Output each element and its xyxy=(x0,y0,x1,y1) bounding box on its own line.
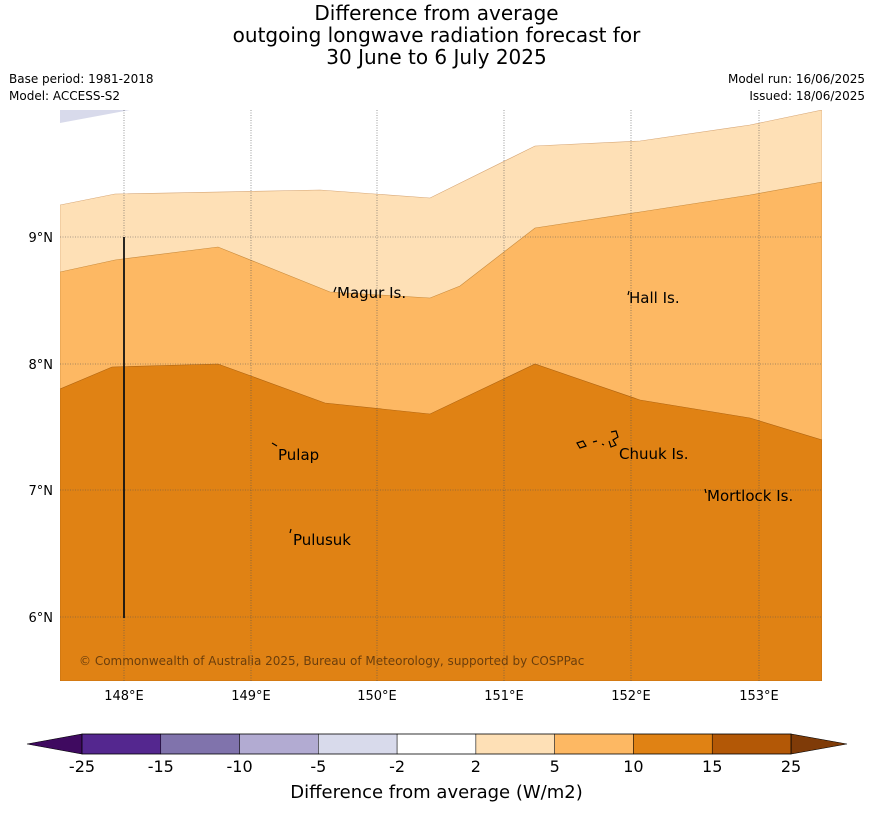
chuuk-island-shape-4 xyxy=(608,430,619,448)
title-line-1: Difference from average xyxy=(314,1,559,25)
colorbar-tick-label: 10 xyxy=(623,757,643,776)
colorbar-tick-label: 25 xyxy=(781,757,801,776)
hall-island-shape xyxy=(627,290,630,296)
colorbar-bin xyxy=(239,733,319,755)
copyright-notice: © Commonwealth of Australia 2025, Bureau… xyxy=(79,654,584,668)
map-area: Magur Is. Hall Is. Pulap Chuuk Is. Mortl… xyxy=(60,110,822,681)
model-name: Model: ACCESS-S2 xyxy=(9,89,121,103)
contour-10-15 xyxy=(60,363,822,681)
place-label-pulusuk: Pulusuk xyxy=(293,531,351,549)
colorbar-tick-label: -2 xyxy=(389,757,405,776)
place-label-mortlock: Mortlock Is. xyxy=(707,487,793,505)
chuuk-island-shape-3 xyxy=(601,443,605,446)
chuuk-island-shape-1 xyxy=(576,440,587,449)
lat-tick-9n: 9°N xyxy=(29,231,54,246)
colorbar-bin xyxy=(81,733,162,755)
place-labels: Magur Is. Hall Is. Pulap Chuuk Is. Mortl… xyxy=(278,284,793,549)
colorbar: -25 -15 -10 -5 -2 2 5 10 15 25 xyxy=(26,733,848,776)
colorbar-bin xyxy=(475,733,555,755)
title-line-3: 30 June to 6 July 2025 xyxy=(326,45,547,69)
lon-tick-153e: 153°E xyxy=(739,689,779,704)
colorbar-bin xyxy=(554,733,634,755)
place-label-magur: Magur Is. xyxy=(337,284,406,302)
title-line-2: outgoing longwave radiation forecast for xyxy=(232,23,641,47)
lon-tick-148e: 148°E xyxy=(104,689,144,704)
colorbar-bins xyxy=(81,733,792,755)
base-period: Base period: 1981-2018 xyxy=(9,72,154,86)
colorbar-bin xyxy=(160,733,240,755)
colorbar-frame xyxy=(81,733,792,755)
lon-tick-150e: 150°E xyxy=(357,689,397,704)
colorbar-tick-label: -15 xyxy=(148,757,174,776)
colorbar-bin xyxy=(711,733,792,755)
colorbar-tick-label: 15 xyxy=(702,757,722,776)
mortlock-island-shape xyxy=(704,488,707,494)
place-label-chuuk: Chuuk Is. xyxy=(619,445,688,463)
lon-tick-149e: 149°E xyxy=(231,689,271,704)
lat-axis: 9°N 8°N 7°N 6°N xyxy=(29,231,54,626)
colorbar-tick-label: -10 xyxy=(226,757,252,776)
issued-date: Issued: 18/06/2025 xyxy=(749,89,865,103)
colorbar-bin xyxy=(318,733,398,755)
colorbar-tick-label: 2 xyxy=(471,757,481,776)
map-title: Difference from average outgoing longwav… xyxy=(0,2,873,68)
colorbar-tick-label: -25 xyxy=(69,757,95,776)
place-label-pulap: Pulap xyxy=(278,446,319,464)
lon-tick-151e: 151°E xyxy=(484,689,524,704)
lat-tick-7n: 7°N xyxy=(29,484,54,499)
colorbar-extend-high xyxy=(790,733,848,755)
contour-minus5-minus2 xyxy=(60,110,130,123)
lon-axis: 148°E 149°E 150°E 151°E 152°E 153°E xyxy=(104,689,779,704)
place-label-hall: Hall Is. xyxy=(629,289,680,307)
lat-tick-8n: 8°N xyxy=(29,358,54,373)
colorbar-extend-low xyxy=(26,733,83,755)
colorbar-tick-label: 5 xyxy=(550,757,560,776)
colorbar-tick-label: -5 xyxy=(310,757,326,776)
island-markers xyxy=(271,286,707,534)
magur-island-shape xyxy=(333,286,337,293)
colorbar-tick-labels: -25 -15 -10 -5 -2 2 5 10 15 25 xyxy=(69,757,801,776)
colorbar-label: Difference from average (W/m2) xyxy=(290,782,583,803)
model-run: Model run: 16/06/2025 xyxy=(727,72,865,86)
pulusuk-island-shape xyxy=(289,528,292,534)
lat-tick-6n: 6°N xyxy=(29,611,54,626)
pulap-island-shape xyxy=(271,442,278,447)
colorbar-bin xyxy=(633,733,713,755)
meta-right: Model run: 16/06/2025 Issued: 18/06/2025 xyxy=(728,71,865,105)
meta-left: Base period: 1981-2018 Model: ACCESS-S2 xyxy=(9,71,154,105)
chuuk-island-shape-2 xyxy=(592,440,598,443)
colorbar-bin xyxy=(396,733,477,755)
lon-tick-152e: 152°E xyxy=(611,689,651,704)
